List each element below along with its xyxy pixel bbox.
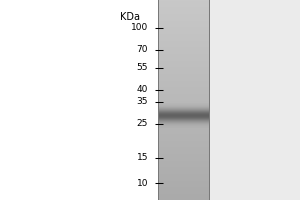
Text: 10: 10 — [136, 178, 148, 188]
Text: 25: 25 — [136, 119, 148, 129]
Text: 100: 100 — [131, 23, 148, 32]
Text: 40: 40 — [136, 86, 148, 95]
Text: 70: 70 — [136, 46, 148, 54]
Text: 15: 15 — [136, 154, 148, 162]
Text: 55: 55 — [136, 64, 148, 72]
Text: 35: 35 — [136, 98, 148, 106]
Text: KDa: KDa — [120, 12, 140, 22]
